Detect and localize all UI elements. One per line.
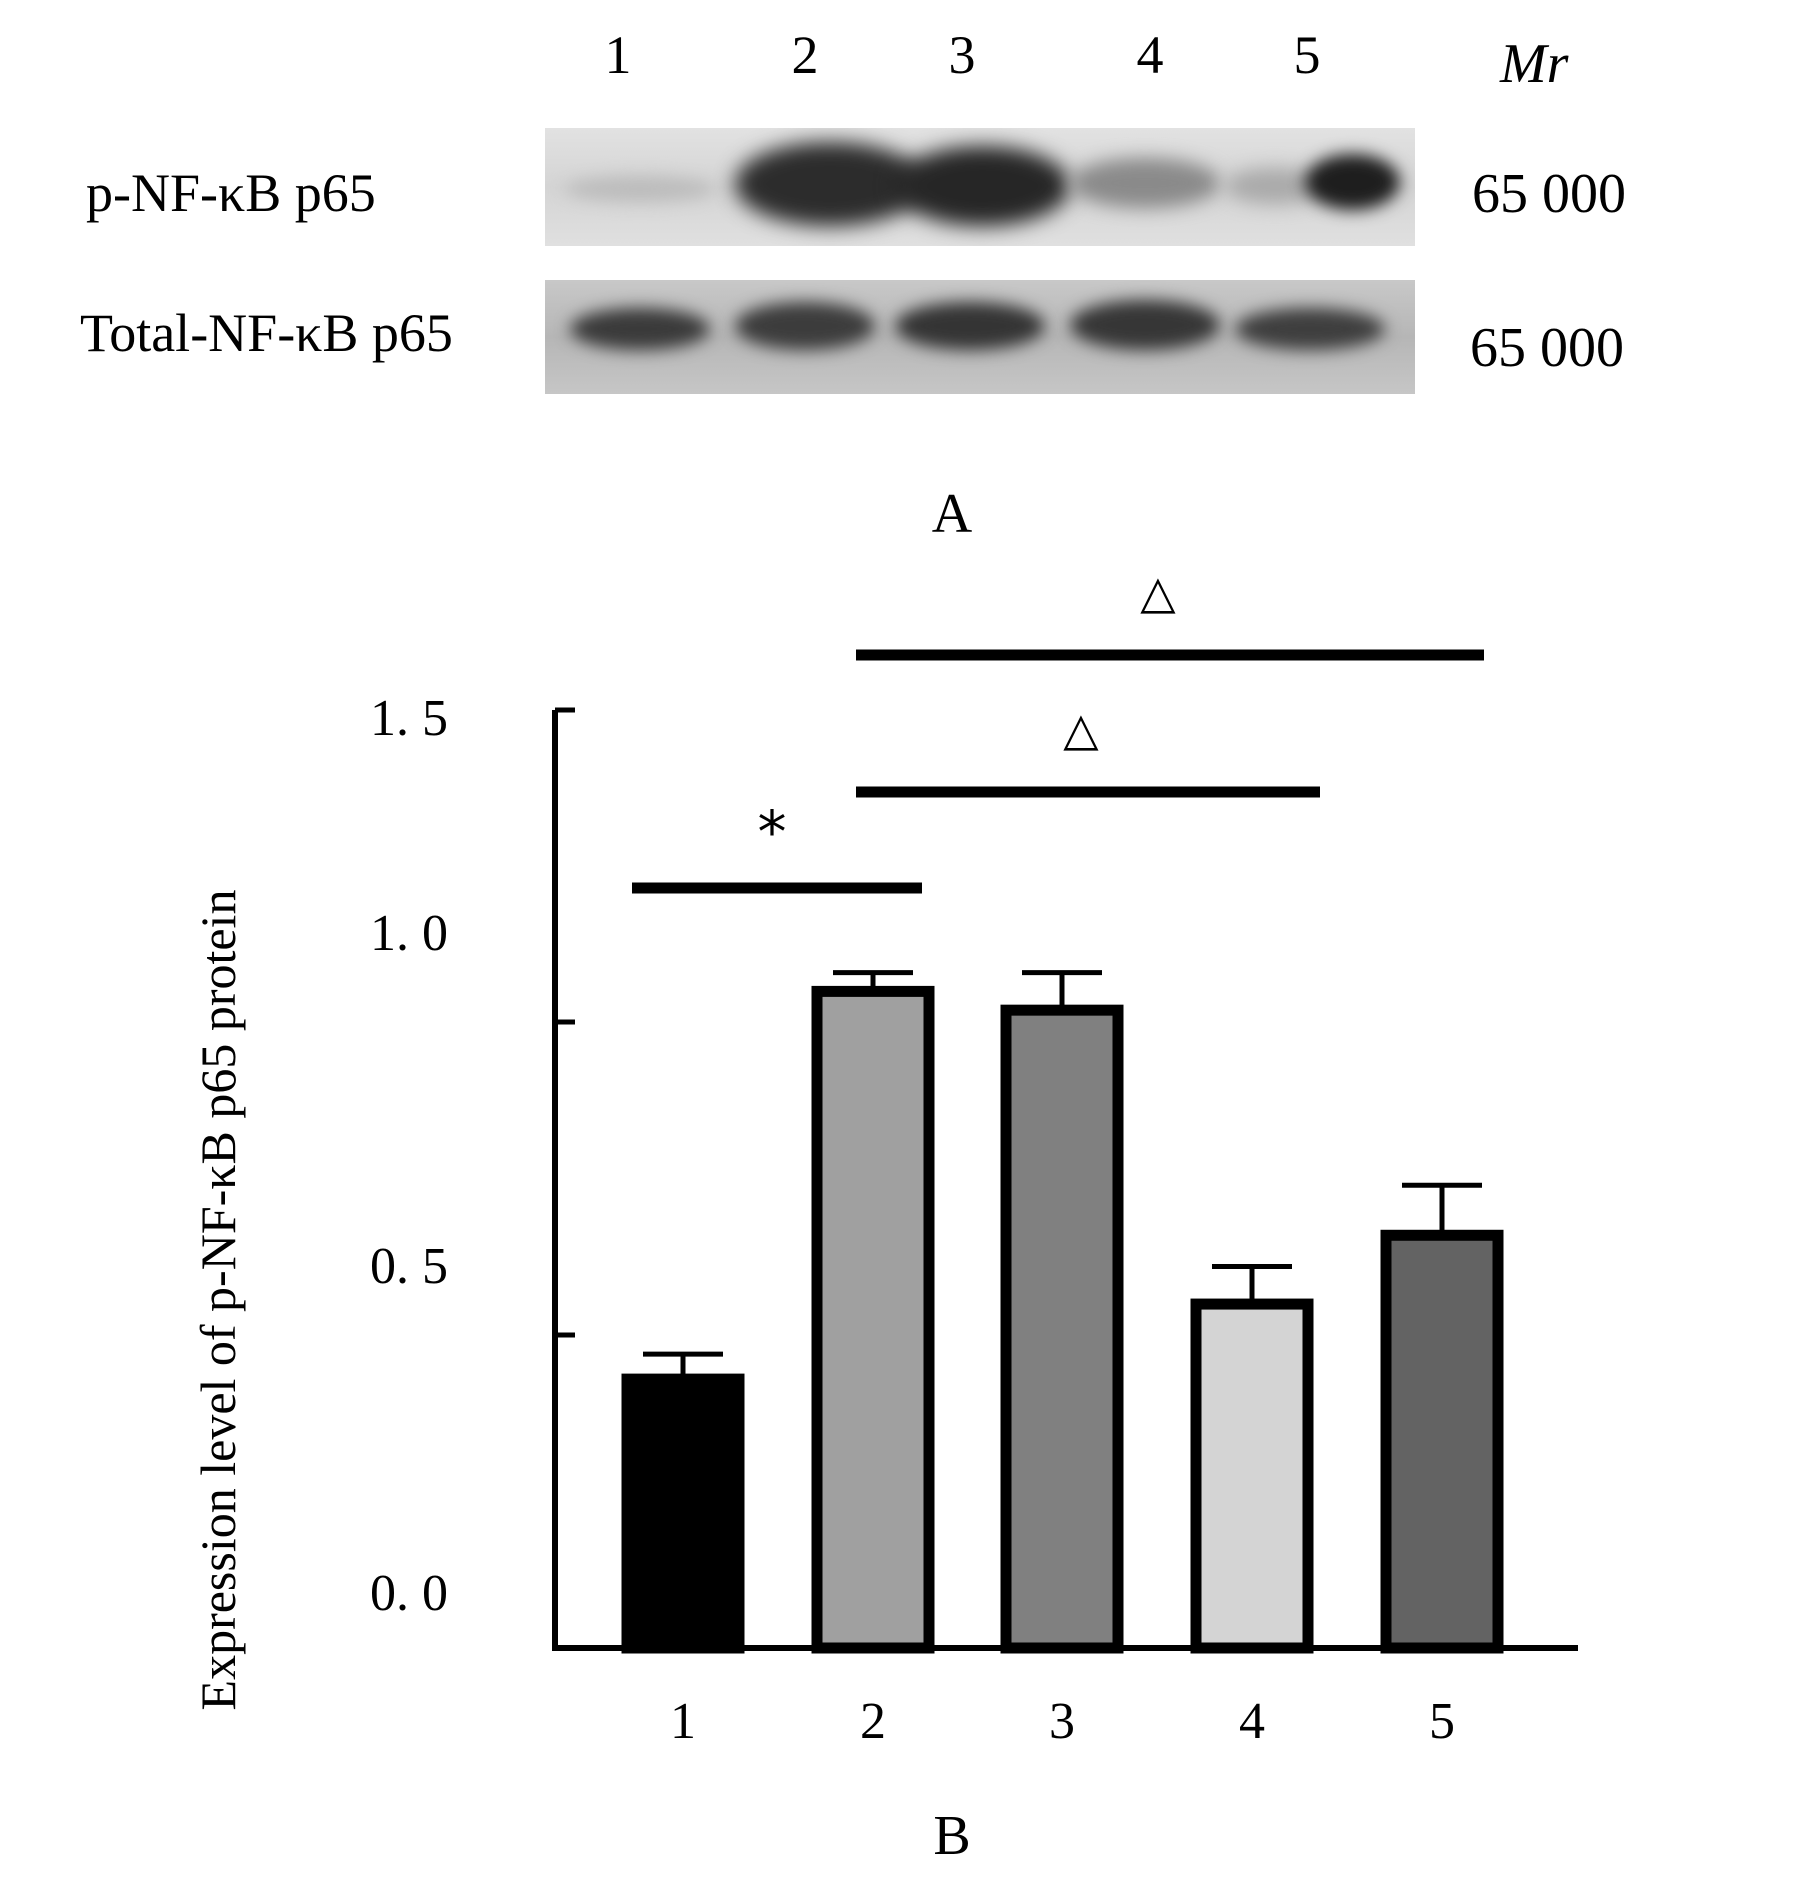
blot-band [1070,300,1220,350]
blot-band [1305,154,1400,210]
blot-band [735,302,875,350]
blot-row-label: Total-NF-κB p65 [80,303,453,363]
bar [1000,1004,1124,1654]
blot-band [570,308,710,350]
blot-band [565,176,715,202]
significance-symbol: * [758,798,787,866]
lane-number: 4 [1136,25,1164,85]
lane-number: 1 [604,25,632,85]
x-tick-label: 3 [1049,1693,1075,1750]
blot-band [895,146,1070,226]
x-tick-label: 5 [1429,1693,1455,1750]
molecular-weight: 65 000 [1472,163,1626,225]
x-tick-label: 4 [1239,1693,1265,1750]
bar [1380,1229,1504,1654]
blot-row-label: p-NF-κB p65 [86,163,376,223]
lane-number: 2 [791,25,819,85]
y-tick-label: 1. 0 [370,905,448,962]
lane-number: 3 [948,25,976,85]
bar [621,1373,745,1654]
mr-label: Mr [1500,33,1569,95]
bar [1190,1298,1314,1654]
blot-band [735,142,925,226]
blot-image-total [545,280,1415,394]
panel-label-a: A [931,483,973,545]
y-tick-label: 0. 0 [370,1565,448,1622]
x-tick-label: 2 [860,1693,886,1750]
panel-label-b: B [933,1805,971,1867]
bar [811,985,935,1654]
blot-band [1070,158,1220,208]
bar-chart: 0. 0 0. 5 1. 0 1. 5 1 2 3 4 5 * △ △ [370,565,1578,1750]
y-tick-label: 1. 5 [370,690,448,747]
blot-band [1235,308,1385,350]
blot-image-phospho [545,128,1415,246]
blot-band [895,302,1045,350]
x-tick-label: 1 [670,1693,696,1750]
y-tick-label: 0. 5 [370,1238,448,1295]
lane-number: 5 [1293,25,1321,85]
significance-symbol: △ [1063,702,1099,756]
significance-symbol: △ [1140,565,1176,619]
molecular-weight: 65 000 [1470,317,1624,379]
